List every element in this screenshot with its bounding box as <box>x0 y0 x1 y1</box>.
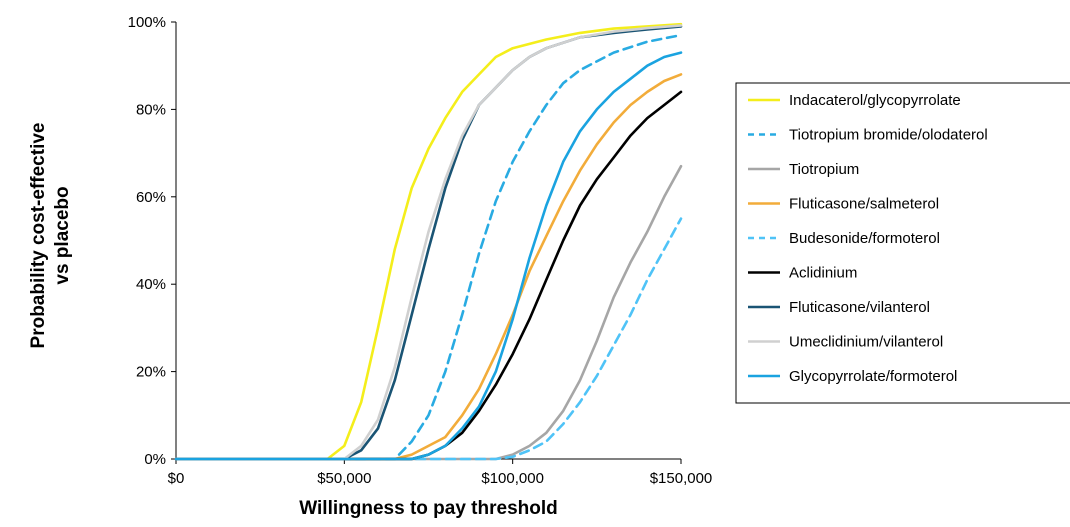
legend-items: Indacaterol/glycopyrrolate Tiotropium bro… <box>748 92 988 385</box>
series-line <box>174 22 683 461</box>
series-line <box>174 25 683 461</box>
series-lines <box>174 22 683 461</box>
series-line <box>174 33 683 461</box>
series-line <box>174 164 683 461</box>
series-line <box>174 217 683 461</box>
series-line <box>174 51 683 461</box>
y-axis-title-line: vs placebo <box>52 186 73 284</box>
legend-label: Fluticasone/vilanterol <box>789 299 930 316</box>
y-tick-label: 60% <box>136 189 166 206</box>
y-tick-label: 40% <box>136 276 166 293</box>
x-tick-label: $0 <box>168 470 185 487</box>
y-tick-label: 100% <box>128 14 166 31</box>
legend-label: Indacaterol/glycopyrrolate <box>789 92 961 109</box>
legend-label: Fluticasone/salmeterol <box>789 196 939 213</box>
series-line <box>174 73 683 461</box>
y-tick-label: 80% <box>136 101 166 118</box>
y-axis-title-line: Probability cost-effective <box>28 123 49 349</box>
y-axis-title: Probability cost-effective vs placebo <box>28 123 73 349</box>
series-line <box>174 24 683 461</box>
legend-label: Umeclidinium/vilanterol <box>789 334 943 351</box>
y-axis-ticks: 0% 20% 40% 60% 80% 100% <box>128 14 176 468</box>
x-axis-title: Willingness to pay threshold <box>299 498 557 519</box>
y-tick-label: 0% <box>144 451 166 468</box>
legend-label: Glycopyrrolate/formoterol <box>789 368 957 385</box>
legend-label: Budesonide/formoterol <box>789 230 940 247</box>
legend-box <box>735 82 1070 404</box>
legend-label: Aclidinium <box>789 265 857 282</box>
legend-label: Tiotropium bromide/olodaterol <box>789 127 988 144</box>
legend-label: Tiotropium <box>789 161 859 178</box>
y-tick-label: 20% <box>136 364 166 381</box>
plot-area: $0 $50,000 $100,000 $150,000 0% 20% 40% 60% 80%… <box>128 14 713 487</box>
x-axis-ticks: $0 $50,000 $100,000 $150,000 <box>168 459 713 487</box>
x-tick-label: $100,000 <box>481 470 544 487</box>
legend: Indacaterol/glycopyrrolate Tiotropium bro… <box>735 82 1070 404</box>
x-tick-label: $150,000 <box>650 470 713 487</box>
x-tick-label: $50,000 <box>317 470 371 487</box>
